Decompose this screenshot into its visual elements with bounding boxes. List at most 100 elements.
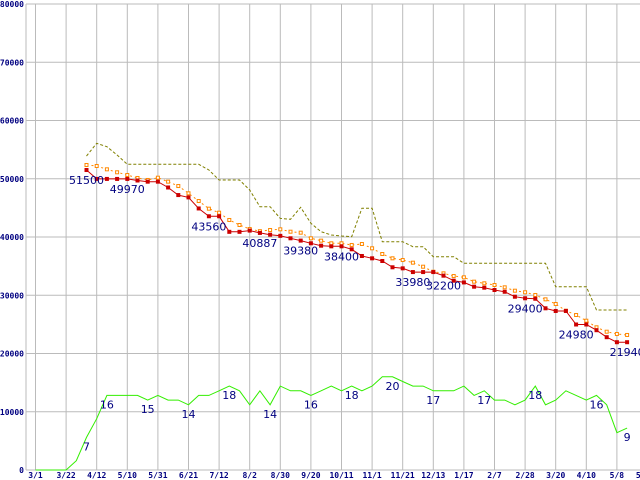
price-data-label: 40887 — [242, 237, 277, 250]
x-tick-label: 2/7 — [487, 471, 502, 480]
price-data-label: 29400 — [508, 302, 543, 315]
x-tick-label: 5/8 — [610, 471, 625, 480]
price-point — [410, 270, 415, 275]
price-point — [614, 340, 619, 345]
series-line-count — [35, 376, 628, 471]
price-data-label: 39380 — [283, 245, 318, 258]
price-point — [135, 178, 140, 183]
x-tick-label: 5/10 — [118, 471, 137, 480]
x-tick-label: 2/28 — [515, 471, 534, 480]
ma-point — [84, 163, 89, 168]
ma-point — [553, 301, 558, 306]
y-tick-label: 70000 — [0, 58, 24, 67]
price-point — [370, 256, 375, 261]
price-data-label: 24980 — [559, 328, 594, 341]
ma-point — [421, 264, 426, 269]
count-data-label: 9 — [624, 431, 631, 444]
ma-point — [125, 173, 130, 178]
price-point — [186, 195, 191, 200]
ma-point — [94, 163, 99, 168]
count-data-label: 20 — [386, 380, 400, 393]
ma-point — [584, 318, 589, 323]
price-point — [359, 253, 364, 258]
x-tick-label: 11/21 — [391, 471, 415, 480]
x-tick-label: 7/12 — [209, 471, 228, 480]
grid — [25, 3, 640, 471]
price-point — [247, 228, 252, 233]
ma-point — [451, 274, 456, 279]
price-point — [625, 340, 630, 345]
ma-point — [115, 170, 120, 175]
ma-point — [400, 258, 405, 263]
ma-point — [298, 230, 303, 235]
ma-point — [176, 184, 181, 189]
price-point — [339, 244, 344, 249]
price-point — [125, 176, 130, 181]
y-tick-label: 30000 — [0, 291, 24, 300]
x-tick-label: 3/22 — [56, 471, 75, 480]
count-data-label: 16 — [590, 398, 604, 411]
price-point — [155, 179, 160, 184]
x-tick-label: 5/15 — [636, 471, 640, 480]
ma-point — [625, 332, 630, 337]
price-point — [421, 270, 426, 275]
count-data-label: 18 — [345, 389, 359, 402]
price-point — [451, 278, 456, 283]
price-point — [176, 193, 181, 198]
count-data-label: 17 — [477, 394, 491, 407]
count-data-label: 18 — [528, 389, 542, 402]
price-point — [104, 176, 109, 181]
y-tick-label: 80000 — [0, 0, 24, 9]
ma-point — [472, 279, 477, 284]
count-data-label: 14 — [182, 408, 196, 421]
y-tick-label: 50000 — [0, 175, 24, 184]
price-point — [237, 229, 242, 234]
ma-point — [390, 256, 395, 261]
ma-point — [308, 236, 313, 241]
count-data-label: 16 — [100, 398, 114, 411]
price-point — [257, 230, 262, 235]
ma-point — [614, 331, 619, 336]
price-point — [584, 322, 589, 327]
price-point — [441, 273, 446, 278]
price-point — [308, 241, 313, 246]
ma-point — [370, 246, 375, 251]
x-tick-label: 11/1 — [362, 471, 381, 480]
price-point — [94, 176, 99, 181]
ma-point — [166, 179, 171, 184]
x-axis: 3/1 3/22 4/12 5/10 5/31 6/21 7/12 8/2 8/30 9/20 10… — [28, 471, 640, 480]
price-point — [288, 236, 293, 241]
x-tick-label: 10/11 — [329, 471, 353, 480]
ma-point — [461, 275, 466, 280]
price-point — [329, 244, 334, 249]
ma-point — [237, 223, 242, 228]
ma-point — [288, 229, 293, 234]
ma-point — [206, 206, 211, 211]
y-tick-label: 20000 — [0, 350, 24, 359]
count-data-label: 14 — [263, 408, 277, 421]
ma-point — [217, 210, 222, 215]
y-tick-label: 60000 — [0, 117, 24, 126]
price-point — [400, 266, 405, 271]
x-tick-label: 6/21 — [179, 471, 198, 480]
price-point — [543, 306, 548, 311]
price-data-label: 21940 — [610, 346, 640, 359]
price-point — [594, 328, 599, 333]
ma-point — [502, 285, 507, 290]
count-data-label: 18 — [222, 389, 236, 402]
count-data-label: 16 — [304, 398, 318, 411]
ma-point — [533, 293, 538, 298]
price-point — [553, 308, 558, 313]
x-tick-label: 3/1 — [28, 471, 43, 480]
price-point — [115, 176, 120, 181]
count-data-label: 15 — [141, 403, 155, 416]
ma-point — [196, 199, 201, 204]
price-point — [84, 168, 89, 173]
price-point — [196, 206, 201, 211]
price-point — [298, 238, 303, 243]
ma-point — [186, 191, 191, 196]
x-tick-label: 4/10 — [577, 471, 596, 480]
y-axis: 0 10000 20000 30000 40000 50000 60000 70000 8000… — [0, 0, 24, 475]
ma-point — [410, 260, 415, 265]
price-point — [349, 247, 354, 252]
